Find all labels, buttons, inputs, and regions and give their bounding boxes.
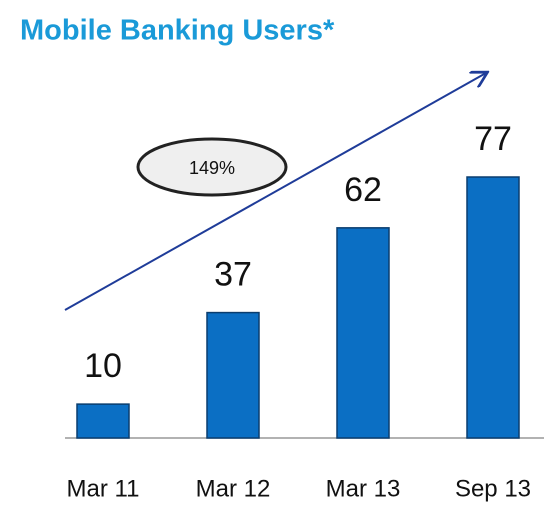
data-label: 37 (214, 256, 252, 294)
bar (206, 311, 260, 439)
data-label: 62 (344, 171, 382, 209)
x-tick-label: Sep 13 (455, 475, 531, 502)
data-label: 10 (84, 347, 122, 385)
data-label: 77 (474, 120, 512, 158)
bar (336, 227, 390, 439)
x-tick-label: Mar 11 (67, 475, 140, 502)
x-tick-label: Mar 12 (196, 475, 271, 502)
chart-title: Mobile Banking Users* (20, 15, 335, 47)
bar (466, 176, 520, 439)
x-tick-label: Mar 13 (326, 475, 401, 502)
annotation-ellipse (136, 137, 288, 197)
growth-arrow (64, 73, 486, 311)
annotation: 149% (189, 158, 235, 178)
bar (76, 403, 130, 439)
